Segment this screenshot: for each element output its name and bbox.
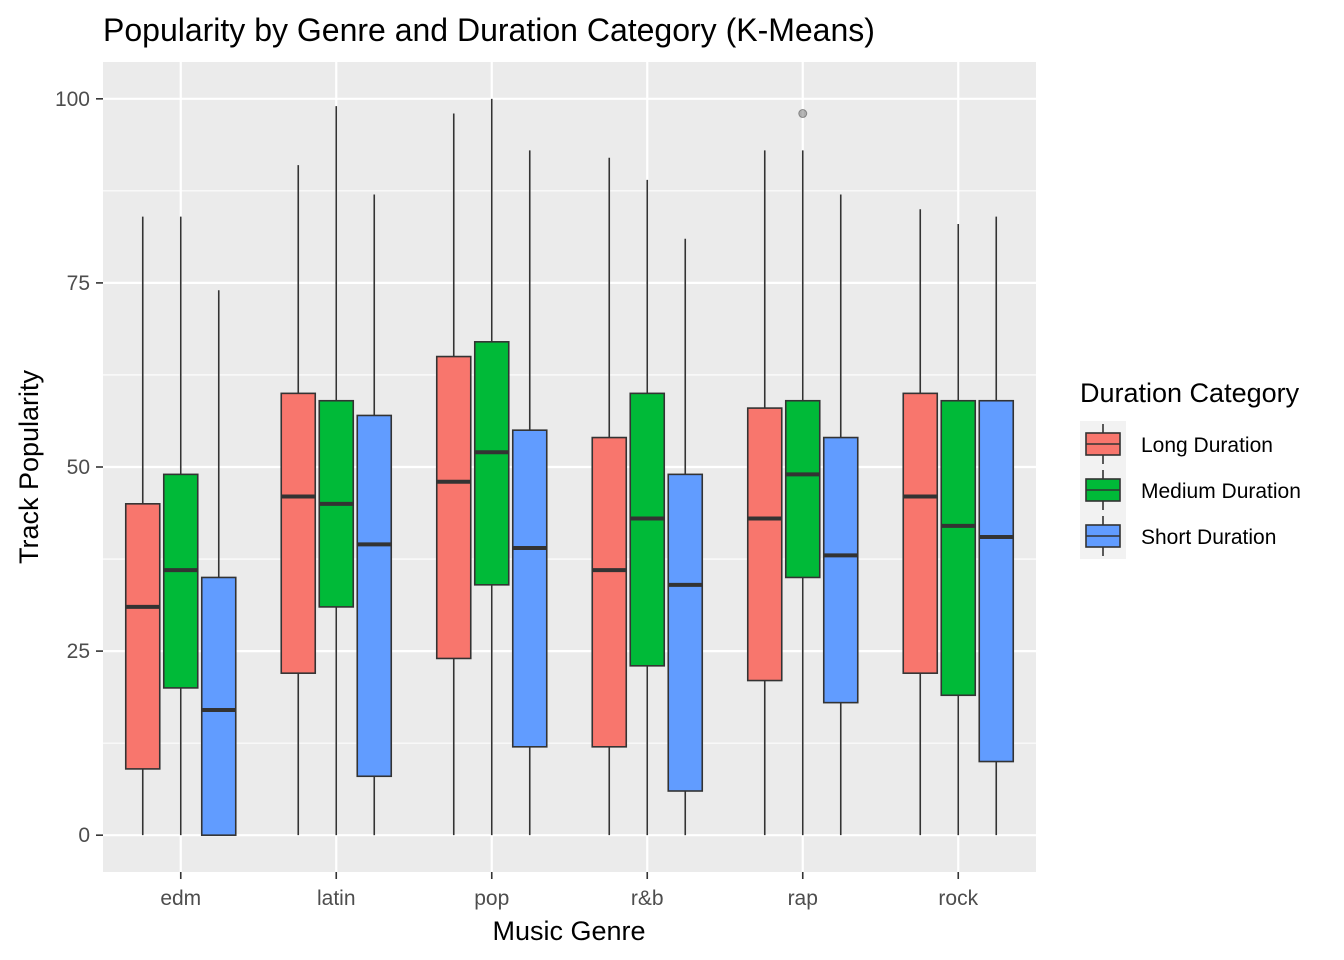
- x-axis-title: Music Genre: [492, 916, 645, 946]
- box-rb-short-duration: [667, 238, 704, 836]
- x-tick-label: pop: [474, 887, 509, 910]
- box-rap-long-duration: [746, 150, 783, 836]
- y-axis-title: Track Popularity: [14, 369, 44, 564]
- box-rock-short-duration: [978, 216, 1015, 836]
- x-tick-label: edm: [160, 887, 201, 910]
- chart-title: Popularity by Genre and Duration Categor…: [103, 12, 875, 48]
- box-pop-short-duration: [511, 150, 548, 836]
- box-body: [784, 399, 821, 579]
- x-axis: edm latin pop r&b rap rock: [160, 872, 979, 910]
- box-pop-medium-duration: [473, 98, 510, 836]
- legend-item-short-duration: Short Duration: [1080, 513, 1276, 559]
- y-tick-label: 75: [67, 272, 90, 295]
- box-body: [667, 473, 704, 792]
- box-body: [162, 473, 199, 689]
- box-rock-long-duration: [902, 209, 939, 836]
- box-body: [473, 341, 510, 586]
- y-tick-label: 50: [67, 456, 90, 479]
- box-body: [822, 436, 859, 704]
- box-body: [902, 392, 939, 674]
- box-body: [746, 407, 783, 682]
- x-tick-label: r&b: [631, 887, 664, 910]
- x-tick-label: latin: [317, 887, 356, 910]
- x-tick-label: rap: [788, 887, 818, 910]
- box-body: [511, 429, 548, 748]
- box-body: [940, 399, 977, 697]
- box-body: [591, 436, 628, 748]
- box-latin-short-duration: [356, 194, 393, 836]
- legend-item-long-duration: Long Duration: [1080, 421, 1273, 467]
- box-edm-medium-duration: [162, 216, 199, 836]
- box-body: [124, 503, 161, 770]
- outlier-point: [798, 109, 808, 119]
- legend-label: Medium Duration: [1141, 480, 1301, 503]
- box-body: [356, 414, 393, 778]
- legend-label: Long Duration: [1141, 434, 1273, 457]
- x-tick-label: rock: [938, 887, 978, 910]
- box-latin-long-duration: [280, 165, 317, 836]
- box-rap-medium-duration: [784, 109, 821, 836]
- y-tick-label: 0: [78, 824, 90, 847]
- box-rb-long-duration: [591, 157, 628, 836]
- box-series: [124, 98, 1015, 836]
- box-body: [978, 399, 1015, 763]
- box-latin-medium-duration: [318, 106, 355, 836]
- box-edm-short-duration: [200, 290, 237, 836]
- box-body: [280, 392, 317, 674]
- legend-title: Duration Category: [1080, 378, 1300, 408]
- box-edm-long-duration: [124, 216, 161, 836]
- box-body: [629, 392, 666, 667]
- box-body: [200, 576, 237, 836]
- y-tick-label: 100: [55, 88, 90, 111]
- legend: Duration Category Long Duration Medium Du…: [1080, 378, 1301, 559]
- box-pop-long-duration: [435, 113, 472, 836]
- box-rap-short-duration: [822, 194, 859, 836]
- y-tick-label: 25: [67, 640, 90, 663]
- box-rb-medium-duration: [629, 179, 666, 836]
- y-axis: 0 25 50 75 100: [55, 88, 103, 847]
- legend-label: Short Duration: [1141, 526, 1276, 549]
- box-body: [435, 355, 472, 660]
- box-rock-medium-duration: [940, 224, 977, 836]
- legend-item-medium-duration: Medium Duration: [1080, 467, 1301, 513]
